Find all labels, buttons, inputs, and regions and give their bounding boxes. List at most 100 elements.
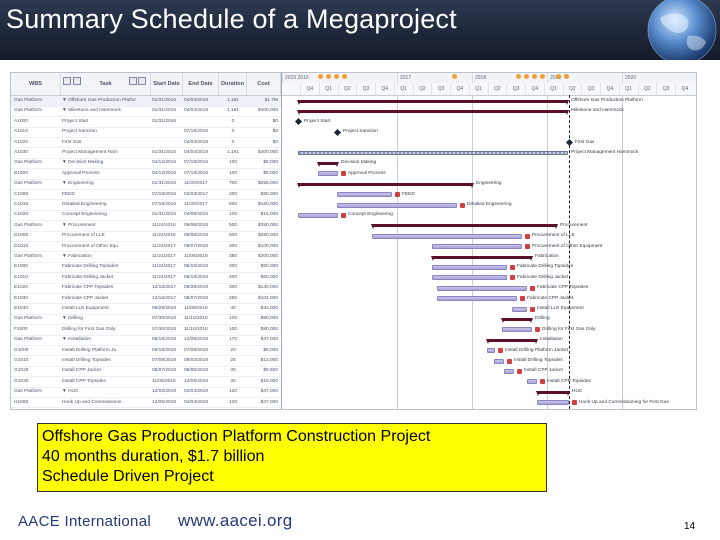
milestone-marker[interactable] [565,139,574,147]
hammock-bar[interactable] [298,150,568,155]
start-date-cell: 11/24/2017 [152,264,176,270]
summary-bar[interactable] [486,338,538,344]
task-bar[interactable] [437,285,527,291]
summary-bar[interactable] [371,224,558,230]
column-header-wbs[interactable]: WBS [11,73,61,95]
table-row[interactable]: Gas Platform ▼ HUC 12/05/2018 04/04/2019 120… [11,387,281,399]
milestone-marker[interactable] [333,128,342,136]
cost-cell: $80,000 [260,316,278,322]
table-row[interactable]: Gas Platform ▼ Installation 06/18/2018 12/0… [11,335,281,347]
table-row[interactable]: Gas Platform ▼ Milestone and Hammock 01/31… [11,106,281,118]
expand-all-icon[interactable] [63,77,71,85]
table-row[interactable]: G1000 Install Drilling Platform Ja 06/18/2… [11,346,281,357]
wbs-cell: Gas Platform [14,108,42,114]
table-row[interactable]: G1010 Install Drilling Topsides 07/09/2018… [11,356,281,367]
collapse-all-icon[interactable] [73,77,81,85]
wbs-cell: A1000 [14,118,28,124]
table-row[interactable]: B1000 Approval Process 04/12/2016 07/18/201… [11,169,281,180]
timeline-quarter: Q4 [600,83,619,95]
task-bar[interactable] [502,327,532,333]
task-bar[interactable] [318,171,338,177]
summary-bar[interactable] [297,99,569,105]
column-header-cost[interactable]: Cost [247,73,281,95]
table-row[interactable]: C1020 Concept Engineering 01/31/2016 04/09/… [11,210,281,222]
duration-cell: 200 [228,264,237,270]
end-date-cell: 09/06/2018 [184,233,209,239]
task-bar[interactable] [298,212,338,218]
table-row[interactable]: E1010 Fabricate Drilling Jacket 11/24/2017… [11,273,281,284]
column-header-task[interactable]: Task [61,73,151,95]
task-bar[interactable] [337,202,457,208]
title-bar: Summary Schedule of a Megaproject [0,0,720,60]
table-row[interactable]: E1040 Install LLE Equipment 09/29/2018 11/0… [11,304,281,315]
timeline-quarter: Q3 [656,83,675,95]
summary-bar[interactable] [317,161,339,167]
table-row[interactable]: A1030 Project Management Ham 01/31/2016 04/… [11,148,281,159]
summary-bar[interactable] [297,182,474,188]
task-bar[interactable] [437,296,517,302]
wbs-cell: G1000 [14,347,29,353]
start-date-cell: 04/12/2016 [152,160,177,166]
task-cell: Concept Engineering [62,212,107,218]
wbs-cell: Gas Platform [14,160,42,166]
bar-label: Install CPP Topsides [547,378,591,384]
wbs-cell: H1000 [14,399,29,405]
table-row[interactable]: Gas Platform ▼ Engineering 01/31/2016 11/30… [11,179,281,191]
task-bar[interactable] [527,379,537,385]
column-header-duration[interactable]: Duration [219,73,247,95]
indent-icon[interactable] [129,77,137,85]
cost-cell: $8,000 [263,170,278,176]
end-date-cell: 04/04/2019 [184,98,209,103]
task-bar[interactable] [432,275,507,281]
bar-label: FEED [402,191,415,197]
outdent-icon[interactable] [138,77,146,85]
table-row[interactable]: C1010 Detailed Engineering 07/18/2016 11/30… [11,200,281,211]
summary-bar[interactable] [536,390,570,396]
start-date-cell: 11/24/2017 [152,274,176,280]
table-row[interactable]: Gas Platform ▼ Decision Making 04/12/2016 0… [11,158,281,170]
column-header-end-date[interactable]: End Date [183,73,219,95]
table-row[interactable]: Gas Platform ▼ Drilling 07/30/2018 11/10/20… [11,314,281,326]
task-bar[interactable] [494,358,504,364]
task-bar[interactable] [372,233,522,239]
table-row[interactable]: D1010 Procurement of Other Equ 11/24/2017 0… [11,242,281,253]
timeline-marker-dot [524,74,529,79]
table-row[interactable]: E1020 Fabricate CPP Topsides 12/16/2017 09/… [11,283,281,295]
table-row[interactable]: G1020 Install CPP Jacket 08/07/2018 09/06/2… [11,366,281,378]
table-row[interactable]: F1000 Drilling for First Gas Only 07/30/20… [11,325,281,336]
summary-bar[interactable] [297,109,569,115]
start-date-cell: 07/18/2016 [152,191,177,197]
timeline-quarter: Q3 [506,83,525,95]
wbs-cell: C1010 [14,202,29,207]
table-row[interactable]: A1020 First Gas 04/04/2019 0 $0 [11,138,281,149]
summary-bar[interactable] [501,317,533,323]
task-bar[interactable] [537,400,569,406]
table-row[interactable]: A1010 Project Sanction 07/18/2016 0 $0 [11,127,281,139]
bar-label: Install LLE Equipment [537,306,584,311]
table-row[interactable]: Gas Platform ▼ Fabrication 11/24/2017 11/08… [11,252,281,263]
table-row[interactable]: Gas Platform ▼ Procurement 11/24/2016 09/06… [11,221,281,232]
table-row[interactable]: E1000 Fabricate Drilling Topsides 11/24/20… [11,262,281,274]
table-row[interactable]: C1000 FEED 07/18/2016 02/03/2017 200 $80,000 [11,190,281,201]
table-row[interactable]: A1000 Project Start 01/31/2016 0 $0 [11,117,281,128]
milestone-marker[interactable] [294,118,303,126]
task-bar[interactable] [432,264,507,270]
task-bar[interactable] [512,306,527,312]
task-bar[interactable] [432,244,522,250]
task-bar[interactable] [504,368,514,374]
table-row[interactable]: E1030 Fabricate CPP Jacket 12/16/2017 08/07… [11,294,281,305]
wbs-cell: Gas Platform [14,316,42,322]
table-row[interactable]: D1000 Procurement of LLE 11/24/2016 09/06/2… [11,231,281,243]
cost-cell: $9,500 [263,368,278,374]
summary-bar[interactable] [431,255,533,261]
start-date-cell: 09/29/2018 [152,306,177,311]
table-row[interactable]: Gas Platform ▼ Offshore Gas Production Pl… [11,96,281,107]
cost-cell: $250,000 [257,233,278,239]
bar-label: Project Sanction [343,129,378,135]
table-row[interactable]: G1030 Install CPP Topsides 11/05/2018 12/05… [11,377,281,388]
column-header-start-date[interactable]: Start Date [151,73,183,95]
task-bar[interactable] [337,192,392,198]
table-row[interactable]: H1000 Hook Up and Commissionin 12/05/2018 0… [11,398,281,409]
end-date-cell: 11/30/2017 [184,202,208,207]
task-bar[interactable] [487,348,495,354]
